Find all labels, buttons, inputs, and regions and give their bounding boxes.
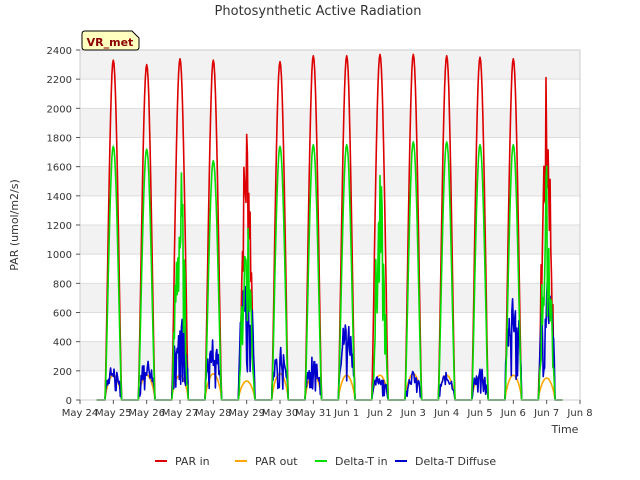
y-tick-label: 1600 bbox=[47, 163, 72, 174]
x-tick-label: May 24 bbox=[62, 408, 99, 419]
grid-band bbox=[80, 312, 580, 342]
grid-band bbox=[80, 137, 580, 167]
x-tick-label: May 26 bbox=[128, 408, 165, 419]
annotation-box: VR_met bbox=[81, 30, 140, 51]
y-tick-label: 0 bbox=[66, 396, 72, 407]
plot-background bbox=[80, 50, 580, 400]
grid-band bbox=[80, 225, 580, 255]
y-axis-label: PAR (umol/m2/s) bbox=[8, 179, 21, 271]
x-tick-label: May 30 bbox=[262, 408, 299, 419]
legend-label: Delta-T in bbox=[335, 455, 388, 468]
legend-label: PAR out bbox=[255, 455, 298, 468]
annotation-text: VR_met bbox=[87, 36, 134, 49]
x-tick-label: Jun 3 bbox=[400, 408, 426, 419]
legend-item: Delta-T Diffuse bbox=[395, 455, 496, 468]
legend-item: Delta-T in bbox=[315, 455, 388, 468]
x-axis-label: Time bbox=[551, 423, 579, 436]
y-axis-ticks: 0 200 400 600 800 1000 1200 1400 1600 1800 2000 220… bbox=[47, 46, 80, 407]
y-tick-label: 1400 bbox=[47, 192, 72, 203]
x-tick-label: Jun 4 bbox=[433, 408, 459, 419]
y-tick-label: 1200 bbox=[47, 221, 72, 232]
y-tick-label: 800 bbox=[53, 279, 72, 290]
y-tick-label: 2000 bbox=[47, 104, 72, 115]
y-tick-label: 600 bbox=[53, 309, 72, 320]
x-tick-label: Jun 6 bbox=[500, 408, 526, 419]
x-tick-label: Jun 7 bbox=[533, 408, 559, 419]
x-tick-label: May 31 bbox=[295, 408, 332, 419]
x-tick-label: Jun 1 bbox=[333, 408, 359, 419]
legend-label: PAR in bbox=[175, 455, 210, 468]
y-tick-label: 400 bbox=[53, 338, 72, 349]
grid-band bbox=[80, 50, 580, 80]
grid-band bbox=[80, 283, 580, 313]
grid-band bbox=[80, 195, 580, 225]
chart-title: Photosynthetic Active Radiation bbox=[215, 4, 422, 19]
y-tick-label: 1000 bbox=[47, 250, 72, 261]
legend-label: Delta-T Diffuse bbox=[415, 455, 496, 468]
grid-band bbox=[80, 370, 580, 400]
grid-band bbox=[80, 341, 580, 371]
x-tick-label: May 29 bbox=[228, 408, 265, 419]
y-tick-label: 1800 bbox=[47, 134, 72, 145]
x-tick-label: May 25 bbox=[95, 408, 132, 419]
grid-band bbox=[80, 79, 580, 109]
x-tick-label: May 27 bbox=[162, 408, 199, 419]
x-tick-label: Jun 8 bbox=[566, 408, 592, 419]
x-tick-label: Jun 2 bbox=[366, 408, 392, 419]
grid-band bbox=[80, 108, 580, 138]
y-tick-label: 2400 bbox=[47, 46, 72, 57]
y-tick-label: 2200 bbox=[47, 75, 72, 86]
x-tick-label: May 28 bbox=[195, 408, 232, 419]
x-tick-label: Jun 5 bbox=[466, 408, 492, 419]
grid-band bbox=[80, 166, 580, 196]
y-tick-label: 200 bbox=[53, 367, 72, 378]
grid-band bbox=[80, 254, 580, 284]
legend-item: PAR in bbox=[155, 455, 210, 468]
legend-item: PAR out bbox=[235, 455, 298, 468]
legend: PAR in PAR out Delta-T in Delta-T Diffuse bbox=[155, 455, 496, 468]
